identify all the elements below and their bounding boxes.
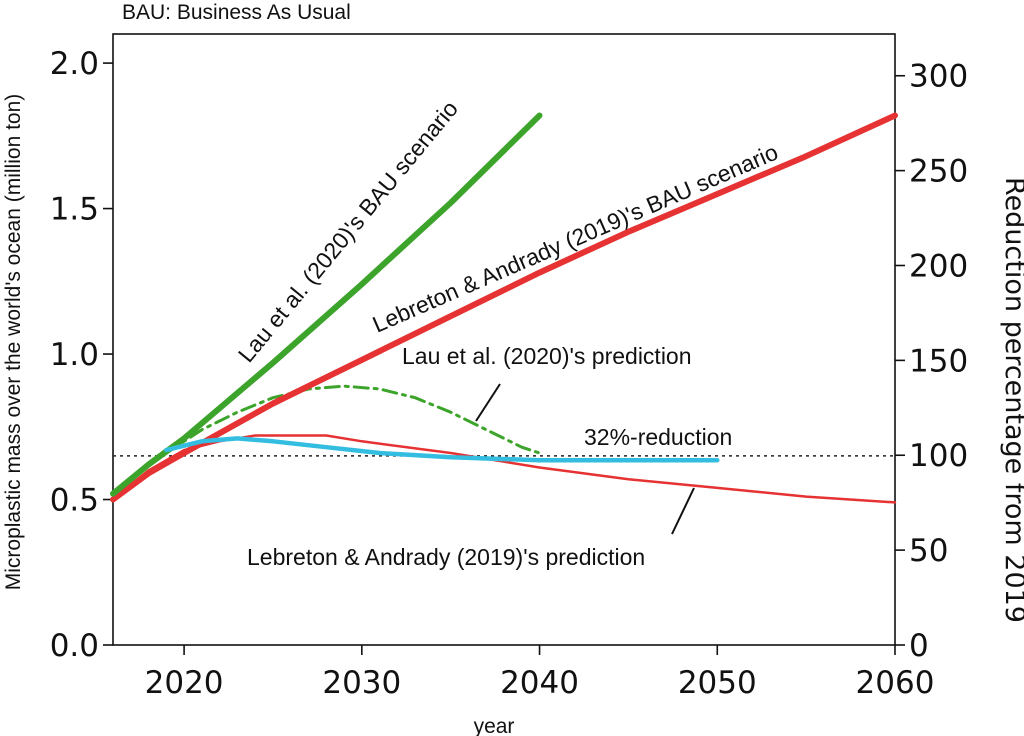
plot-frame xyxy=(112,33,896,646)
y-right-tick-label: 200 xyxy=(909,248,968,284)
x-tick-label: 2050 xyxy=(678,665,757,701)
lau-bau-line xyxy=(110,112,543,497)
x-axis-title: year xyxy=(474,715,515,736)
lebreton-bau-line xyxy=(110,112,898,503)
y-tick-label: 2.0 xyxy=(50,46,99,82)
lebreton-prediction-leader xyxy=(671,487,695,535)
bau-note: BAU: Business As Usual xyxy=(122,1,351,24)
x-tick-label: 2060 xyxy=(856,665,935,701)
y-tick-label: 0.0 xyxy=(50,628,99,664)
lau-prediction-line xyxy=(164,384,541,455)
y-right-tick-label: 300 xyxy=(909,59,968,95)
y-right-tick-label: 150 xyxy=(909,343,968,379)
reduction-label: 32%-reduction xyxy=(584,424,732,450)
y-right-tick-label: 0 xyxy=(909,628,929,664)
lebreton-prediction-label: Lebreton & Andrady (2019)'s prediction xyxy=(247,544,645,570)
x-tick-label: 2030 xyxy=(322,665,401,701)
x-axis-ticks: 2020 2030 2040 2050 2060 xyxy=(145,645,935,701)
y-right-axis-ticks: 0 50 100 150 200 250 300 xyxy=(895,59,968,664)
lau-prediction-leader xyxy=(475,383,501,422)
lebreton-prediction-line xyxy=(111,434,897,504)
y-tick-label: 0.5 xyxy=(50,483,99,519)
y-axis-ticks: 0.0 0.5 1.0 1.5 2.0 xyxy=(50,46,113,664)
y-axis-title: Microplastic mass over the world's ocean… xyxy=(2,94,25,591)
y-right-tick-label: 100 xyxy=(909,438,968,474)
y-tick-label: 1.0 xyxy=(50,337,99,373)
lebreton-bau-label: Lebreton & Andrady (2019)'s BAU scenario xyxy=(369,139,782,338)
x-tick-label: 2020 xyxy=(145,665,224,701)
y-right-tick-label: 50 xyxy=(909,533,948,569)
x-tick-label: 2040 xyxy=(500,665,579,701)
blue-prediction-line xyxy=(164,436,720,463)
lau-prediction-label: Lau et al. (2020)'s prediction xyxy=(402,343,692,369)
y-right-axis-title: Reduction percentage from 2019 xyxy=(999,177,1024,623)
series-layer xyxy=(110,112,898,504)
y-tick-label: 1.5 xyxy=(50,192,99,228)
y-right-tick-label: 250 xyxy=(909,154,968,190)
